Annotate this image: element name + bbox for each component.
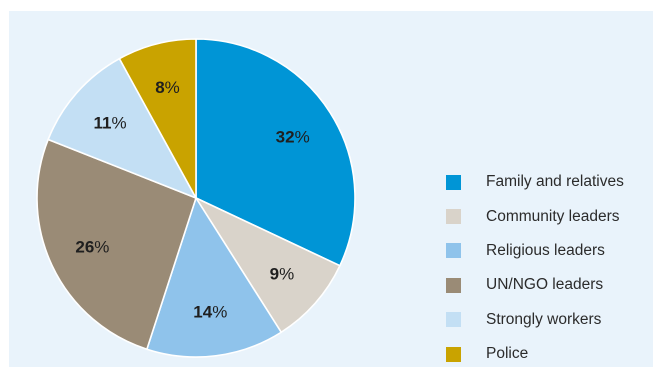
slice-label-religious-leaders: 14%	[193, 303, 227, 322]
legend-item-religious-leaders: Religious leaders	[446, 234, 624, 268]
legend-swatch	[446, 277, 461, 293]
legend-label: Family and relatives	[486, 173, 624, 191]
pie-slice-un-ngo-leaders	[36, 138, 197, 351]
legend-label: UN/NGO leaders	[486, 276, 604, 294]
slice-label-police: 8%	[155, 78, 180, 97]
legend-item-strongly-workers: Strongly workers	[446, 303, 624, 337]
legend-label: Religious leaders	[486, 241, 605, 259]
pie-slice-police	[118, 38, 197, 199]
pie-labels: 32% 9% 14% 26% 11% 8%	[75, 78, 309, 322]
slice-label-family-and-relatives: 32%	[276, 128, 310, 147]
slice-label-strongly-workers: 11%	[94, 113, 127, 132]
pie-slice-community-leaders	[195, 197, 341, 334]
legend-item-un-ngo-leaders: UN/NGO leaders	[446, 268, 624, 302]
slice-label-un-ngo-leaders: 26%	[75, 238, 109, 257]
legend-swatch	[446, 209, 461, 225]
legend-label: Community leaders	[486, 207, 620, 225]
slice-label-community-leaders: 9%	[270, 265, 295, 284]
legend-item-police: Police	[446, 337, 624, 371]
legend-item-family-and-relatives: Family and relatives	[446, 165, 624, 199]
legend-swatch	[446, 346, 461, 362]
legend-item-community-leaders: Community leaders	[446, 199, 624, 233]
legend-swatch	[446, 243, 461, 259]
legend-label: Strongly workers	[486, 310, 602, 328]
pie-slices	[36, 38, 356, 358]
legend-swatch	[446, 174, 461, 190]
legend-label: Police	[486, 345, 529, 363]
pie-slice-family-and-relatives	[195, 38, 356, 267]
legend-swatch	[446, 312, 461, 328]
pie-slice-religious-leaders	[146, 197, 282, 358]
pie-slice-strongly-workers	[47, 57, 197, 199]
chart-legend: Family and relatives Community leaders Rel…	[446, 165, 624, 371]
